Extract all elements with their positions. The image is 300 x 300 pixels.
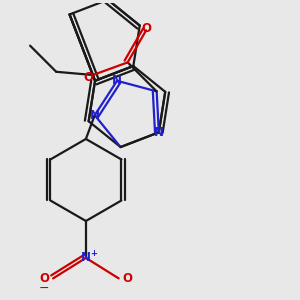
Text: N: N [81, 251, 91, 264]
Text: −: − [39, 282, 50, 295]
Text: O: O [39, 272, 49, 285]
Text: +: + [90, 249, 97, 258]
Text: N: N [112, 74, 122, 87]
Text: N: N [90, 109, 100, 122]
Text: N: N [154, 126, 164, 139]
Text: O: O [141, 22, 151, 35]
Text: O: O [84, 71, 94, 84]
Text: O: O [122, 272, 133, 285]
